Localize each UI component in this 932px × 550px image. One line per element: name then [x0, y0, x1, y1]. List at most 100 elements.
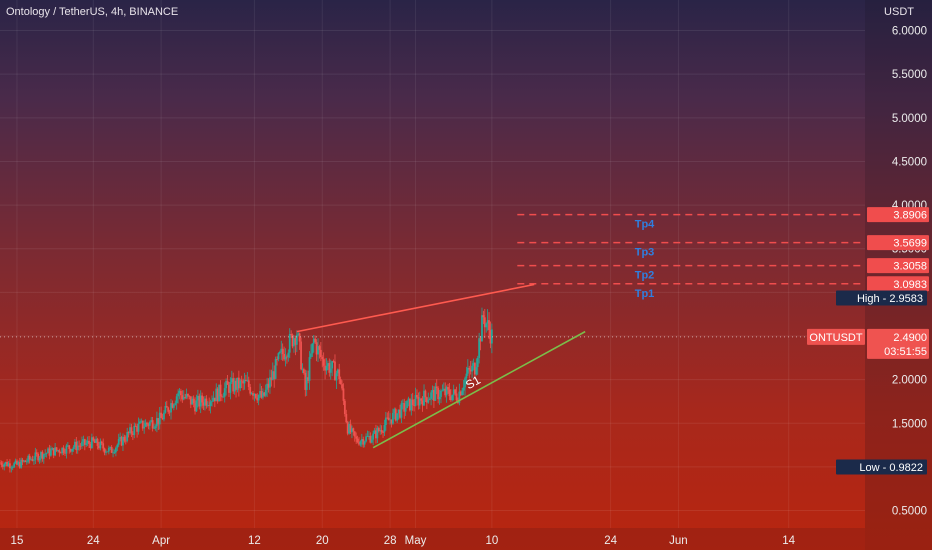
candle-body [433, 389, 435, 401]
candle-body [24, 460, 27, 462]
candle-body [447, 387, 449, 390]
candle-body [143, 426, 146, 429]
candle-body [172, 404, 175, 408]
candle-body [189, 396, 192, 405]
candle-body [406, 400, 408, 408]
candle-body [33, 459, 35, 461]
candle-body [25, 461, 28, 463]
candle-body [129, 427, 131, 434]
candle-body [452, 389, 455, 395]
candle-body [213, 397, 216, 402]
candle-body [454, 389, 457, 394]
candle-body [177, 393, 179, 397]
candle-body [263, 392, 266, 396]
candle-body [410, 399, 413, 411]
candle-body [283, 354, 285, 360]
candle-body [194, 403, 196, 412]
candle-body [107, 447, 110, 452]
candle-body [151, 420, 154, 429]
candle-body [68, 445, 71, 449]
current-price-tag [867, 328, 929, 359]
candle-body [14, 460, 17, 464]
candle-body [401, 403, 404, 404]
candle-body [204, 398, 206, 406]
candle-body [110, 447, 113, 453]
candle-body [425, 397, 428, 403]
candle-body [239, 380, 242, 389]
candle-body [481, 315, 483, 342]
candle-body [387, 417, 390, 421]
candle-body [257, 394, 260, 401]
candle-body [393, 409, 396, 414]
target-price-tag [867, 276, 929, 292]
x-tick-label: 24 [87, 535, 100, 547]
candle-body [155, 418, 158, 427]
candle-body [58, 450, 61, 453]
candle-body [81, 441, 83, 447]
low-marker-label: Low - 0.9822 [859, 462, 923, 474]
candle-body [310, 353, 312, 358]
candle-body [300, 341, 302, 370]
candle-body [59, 452, 62, 454]
candle-body [348, 424, 351, 434]
candle-body [377, 428, 380, 432]
y-tick-label: 2.0000 [892, 375, 927, 387]
x-tick-label: May [405, 535, 427, 547]
candle-body [96, 438, 99, 446]
symbol-title[interactable]: Ontology / TetherUS, 4h, BINANCE [6, 6, 179, 18]
candle-body [157, 418, 160, 425]
candle-body [0, 462, 3, 466]
candle-body [319, 349, 322, 357]
candle-body [459, 391, 462, 396]
candle-body [414, 395, 417, 406]
candle-body [418, 398, 421, 406]
candle-body [61, 447, 64, 454]
candle-body [93, 440, 96, 443]
candle-body [62, 447, 65, 453]
candle-body [198, 395, 201, 407]
candle-body [369, 435, 372, 443]
candle-body [471, 365, 473, 372]
candle-body [469, 369, 472, 372]
candle-body [335, 373, 338, 381]
candle-body [400, 403, 403, 418]
candle-body [336, 369, 339, 374]
candle-body [293, 338, 295, 347]
candle-body [235, 380, 237, 390]
candle-body [250, 393, 253, 394]
candle-body [392, 413, 394, 424]
candle-body [64, 452, 66, 454]
candle-body [79, 445, 82, 447]
candle-body [41, 452, 44, 459]
candle-body [236, 377, 239, 390]
candle-body [358, 442, 360, 445]
candle-body [140, 420, 143, 422]
candle-body [363, 441, 366, 445]
candle-body [187, 394, 189, 396]
candle-body [192, 398, 195, 404]
candle-body [434, 386, 437, 401]
candle-body [451, 394, 454, 401]
candle-body [362, 439, 365, 445]
candle-body [382, 432, 384, 433]
support-line [372, 330, 586, 449]
candle-body [161, 417, 164, 420]
currency-label[interactable]: USDT [884, 6, 914, 18]
candle-body [276, 359, 278, 360]
candle-body [8, 463, 11, 469]
candle-body [232, 378, 235, 392]
candle-body [90, 437, 93, 449]
candle-body [66, 445, 69, 447]
candle-body [352, 428, 355, 432]
candle-body [315, 342, 318, 355]
candle-body [339, 379, 342, 385]
x-tick-label: 10 [485, 535, 498, 547]
candle-body [327, 363, 329, 366]
candle-body [122, 436, 124, 446]
candle-body [69, 448, 72, 452]
target-label-tp2: Tp2 [635, 270, 655, 282]
candle-body [216, 388, 219, 402]
candle-body [88, 440, 90, 444]
